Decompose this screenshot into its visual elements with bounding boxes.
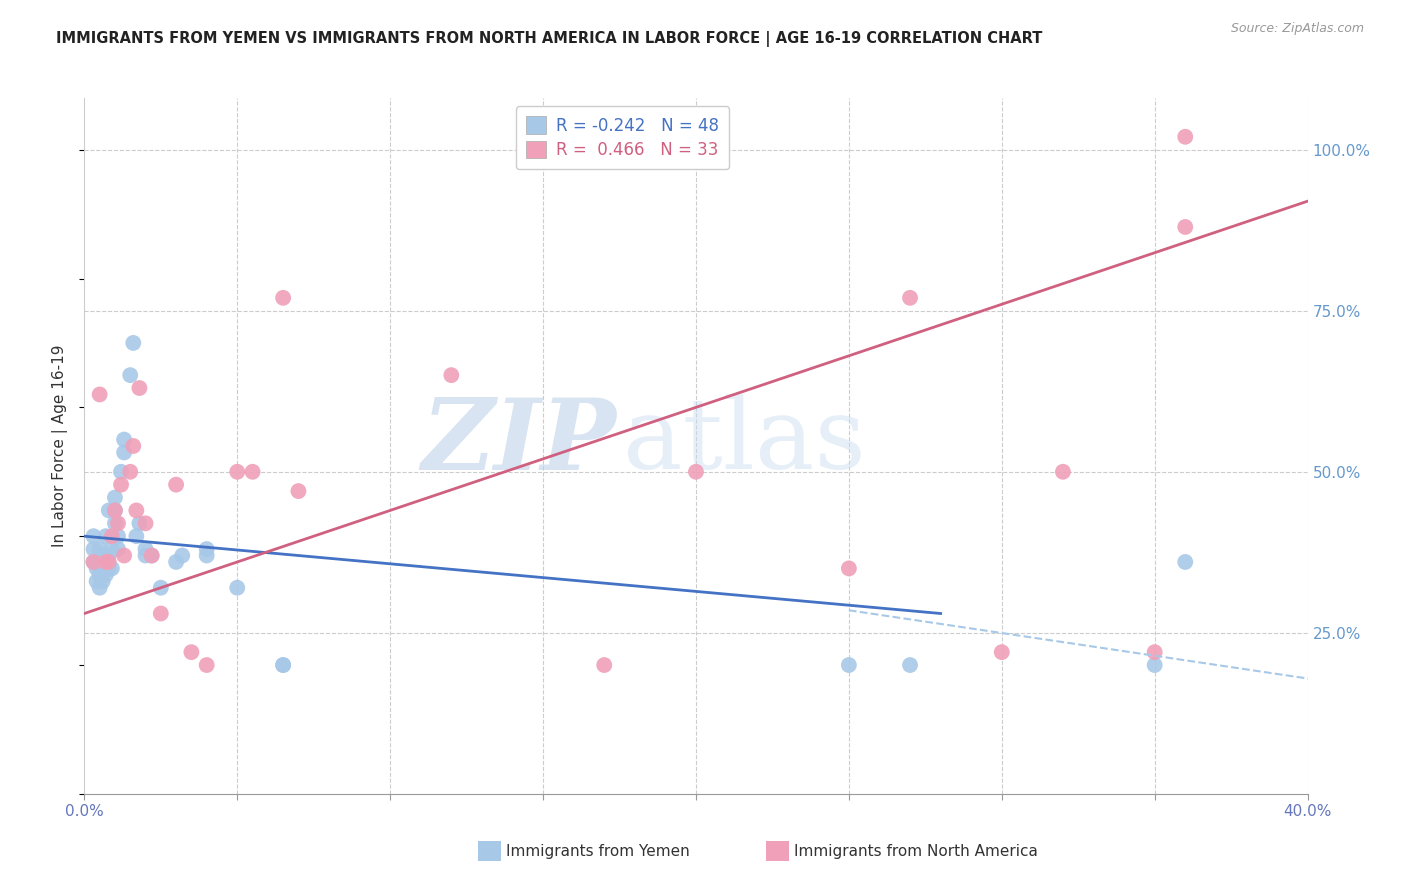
Text: Source: ZipAtlas.com: Source: ZipAtlas.com	[1230, 22, 1364, 36]
Text: atlas: atlas	[623, 394, 865, 491]
Y-axis label: In Labor Force | Age 16-19: In Labor Force | Age 16-19	[52, 344, 69, 548]
Point	[165, 555, 187, 569]
Point	[287, 484, 309, 499]
Point	[1143, 658, 1166, 673]
Point	[110, 465, 132, 479]
Point	[125, 529, 148, 543]
Text: Immigrants from Yemen: Immigrants from Yemen	[506, 845, 690, 859]
Point	[94, 555, 117, 569]
Text: ZIP: ZIP	[422, 394, 616, 491]
Point	[107, 529, 129, 543]
Point	[135, 516, 157, 531]
Point	[89, 549, 111, 563]
Point	[112, 433, 135, 447]
Point	[94, 555, 117, 569]
Point	[1052, 465, 1074, 479]
Point	[83, 555, 105, 569]
Point	[991, 645, 1014, 659]
Point	[685, 465, 707, 479]
Point	[112, 549, 135, 563]
Point	[271, 658, 294, 673]
Point	[91, 549, 114, 563]
Point	[172, 549, 194, 563]
Point	[101, 561, 124, 575]
Point	[104, 503, 127, 517]
Point	[120, 368, 142, 383]
Point	[226, 581, 249, 595]
Point	[838, 658, 860, 673]
Point	[128, 381, 150, 395]
Point	[83, 529, 105, 543]
Point	[83, 555, 105, 569]
Point	[1174, 555, 1197, 569]
Point	[838, 561, 860, 575]
Point	[101, 529, 124, 543]
Point	[86, 574, 108, 589]
Legend: R = -0.242   N = 48, R =  0.466   N = 33: R = -0.242 N = 48, R = 0.466 N = 33	[516, 106, 730, 169]
Point	[122, 439, 145, 453]
Point	[107, 516, 129, 531]
Point	[122, 335, 145, 350]
Point	[226, 465, 249, 479]
Point	[89, 555, 111, 569]
Point	[1174, 219, 1197, 234]
Point	[1143, 645, 1166, 659]
Point	[97, 549, 120, 563]
Point	[128, 516, 150, 531]
Point	[165, 477, 187, 491]
Point	[180, 645, 202, 659]
Point	[195, 658, 218, 673]
Point	[83, 542, 105, 557]
Point	[593, 658, 616, 673]
Point	[898, 291, 921, 305]
Point	[141, 549, 163, 563]
Point	[141, 549, 163, 563]
Point	[97, 503, 120, 517]
Point	[271, 658, 294, 673]
Point	[135, 549, 157, 563]
Point	[94, 529, 117, 543]
Point	[97, 555, 120, 569]
Point	[91, 561, 114, 575]
Point	[104, 503, 127, 517]
Point	[195, 549, 218, 563]
Point	[104, 491, 127, 505]
Point	[135, 542, 157, 557]
Point	[125, 503, 148, 517]
Point	[898, 658, 921, 673]
Point	[86, 561, 108, 575]
Point	[149, 607, 172, 621]
Point	[101, 542, 124, 557]
Point	[120, 465, 142, 479]
Point	[440, 368, 463, 383]
Point	[89, 581, 111, 595]
Point	[89, 387, 111, 401]
Point	[242, 465, 264, 479]
Point	[97, 561, 120, 575]
Point	[149, 581, 172, 595]
Point	[107, 542, 129, 557]
Point	[1174, 129, 1197, 144]
Text: IMMIGRANTS FROM YEMEN VS IMMIGRANTS FROM NORTH AMERICA IN LABOR FORCE | AGE 16-1: IMMIGRANTS FROM YEMEN VS IMMIGRANTS FROM…	[56, 31, 1043, 47]
Point	[112, 445, 135, 459]
Point	[89, 542, 111, 557]
Point	[94, 567, 117, 582]
Point	[195, 542, 218, 557]
Point	[89, 567, 111, 582]
Point	[271, 291, 294, 305]
Text: Immigrants from North America: Immigrants from North America	[794, 845, 1038, 859]
Point	[91, 574, 114, 589]
Point	[110, 477, 132, 491]
Point	[104, 516, 127, 531]
